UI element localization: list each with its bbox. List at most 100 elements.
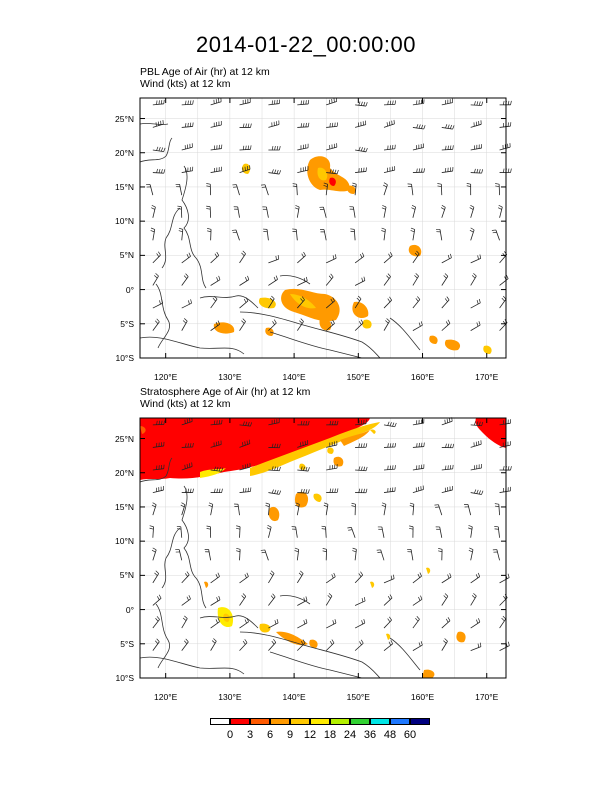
strat-patch bbox=[313, 493, 322, 502]
legend-label: 12 bbox=[303, 729, 317, 741]
wind-barb bbox=[233, 206, 240, 218]
lon-tick-label: 170°E bbox=[475, 692, 499, 702]
wind-barb bbox=[239, 617, 249, 629]
wind-barb bbox=[152, 168, 166, 174]
lon-tick-label: 120°E bbox=[154, 692, 178, 702]
wind-barb bbox=[441, 443, 455, 449]
wind-barb bbox=[296, 318, 304, 331]
wind-barb bbox=[435, 526, 443, 538]
wind-barb bbox=[412, 168, 425, 173]
wind-barb bbox=[376, 549, 385, 561]
wind-barb bbox=[181, 595, 191, 606]
wind-barb bbox=[441, 638, 448, 651]
wind-barb bbox=[152, 638, 160, 651]
age-of-air-shading bbox=[140, 418, 506, 678]
wind-barb bbox=[239, 297, 249, 309]
wind-barb bbox=[210, 638, 217, 651]
wind-barb bbox=[437, 183, 443, 196]
wind-barb bbox=[325, 319, 335, 331]
wind-barb bbox=[146, 184, 154, 196]
wind-barb bbox=[294, 547, 300, 561]
wind-barb bbox=[383, 640, 393, 651]
bottom-panel-title-line1: Stratosphere Age of Air (hr) at 12 km bbox=[140, 386, 311, 398]
wind-barb bbox=[438, 548, 443, 561]
wind-barb bbox=[470, 298, 481, 309]
wind-barb bbox=[297, 276, 308, 286]
wind-barb bbox=[152, 251, 161, 264]
wind-barb bbox=[322, 548, 327, 561]
wind-barb bbox=[204, 549, 212, 561]
stratosphere-age-map-canvas bbox=[139, 417, 512, 679]
wind-barb bbox=[351, 502, 356, 516]
wind-barb bbox=[383, 465, 396, 471]
bottom-panel-title-line2: Wind (kts) at 12 km bbox=[140, 398, 231, 410]
wind-barb bbox=[152, 99, 165, 106]
lon-tick-label: 160°E bbox=[410, 372, 435, 382]
legend-swatch bbox=[410, 718, 430, 725]
wind-barb bbox=[349, 206, 356, 218]
wind-barb bbox=[297, 251, 306, 264]
wind-barb bbox=[176, 525, 183, 538]
legend-swatch bbox=[370, 718, 390, 725]
wind-barb bbox=[470, 101, 484, 106]
wind-barb bbox=[210, 440, 222, 448]
wind-barb bbox=[239, 145, 252, 151]
pbl-patch bbox=[307, 156, 350, 192]
wind-barb bbox=[268, 418, 280, 426]
wind-barb bbox=[470, 168, 484, 174]
wind-barb bbox=[383, 251, 393, 264]
wind-barb bbox=[355, 167, 367, 173]
wind-barb bbox=[181, 488, 194, 493]
wind-barb bbox=[326, 488, 339, 493]
wind-barb bbox=[354, 639, 364, 651]
pbl-patch bbox=[444, 339, 461, 351]
legend-label: 36 bbox=[363, 729, 377, 741]
wind-barb bbox=[151, 502, 157, 516]
wind-barb bbox=[292, 183, 298, 196]
wind-barb bbox=[499, 641, 510, 651]
strat-patch bbox=[268, 506, 280, 522]
wind-barb bbox=[441, 98, 453, 106]
legend-label: 3 bbox=[246, 729, 254, 741]
coastlines bbox=[139, 457, 421, 679]
wind-barb bbox=[440, 204, 446, 218]
wind-barb bbox=[383, 296, 392, 309]
wind-barb bbox=[412, 296, 421, 309]
wind-barb bbox=[180, 502, 186, 516]
wind-barb bbox=[441, 296, 450, 309]
wind-barb bbox=[441, 573, 452, 584]
wind-barb bbox=[326, 464, 338, 471]
wind-barb bbox=[383, 574, 395, 584]
wind-barb bbox=[210, 166, 222, 173]
lat-tick-label: 10°S bbox=[115, 673, 134, 683]
lat-tick-label: 5°S bbox=[120, 638, 134, 649]
wind-barb bbox=[239, 439, 251, 448]
wind-barb bbox=[263, 228, 269, 241]
pbl-patch bbox=[329, 177, 336, 186]
wind-barb bbox=[383, 144, 396, 151]
wind-barb bbox=[325, 297, 335, 309]
strat-red-region bbox=[140, 418, 370, 480]
wind-barb bbox=[268, 319, 277, 331]
wind-barb bbox=[326, 143, 338, 151]
wind-barb bbox=[181, 273, 189, 286]
wind-barb bbox=[268, 466, 281, 472]
wind-barb bbox=[499, 486, 512, 493]
lat-tick-label: 10°S bbox=[115, 353, 134, 363]
wind-barb bbox=[468, 547, 474, 561]
wind-barb bbox=[210, 120, 222, 128]
wind-barb bbox=[466, 183, 472, 196]
wind-barb bbox=[326, 420, 339, 426]
lon-tick-label: 130°E bbox=[218, 692, 242, 702]
wind-barb bbox=[231, 229, 240, 241]
map-frame bbox=[139, 417, 507, 679]
legend-label: 18 bbox=[323, 729, 337, 741]
pbl-age-map-canvas bbox=[139, 97, 512, 359]
wind-barb bbox=[181, 299, 192, 309]
wind-barb bbox=[181, 122, 194, 128]
wind-barb bbox=[210, 144, 223, 151]
wind-barb bbox=[412, 273, 419, 286]
wind-barb bbox=[175, 183, 183, 196]
wind-barb bbox=[499, 100, 512, 106]
wind-barb bbox=[326, 169, 339, 175]
